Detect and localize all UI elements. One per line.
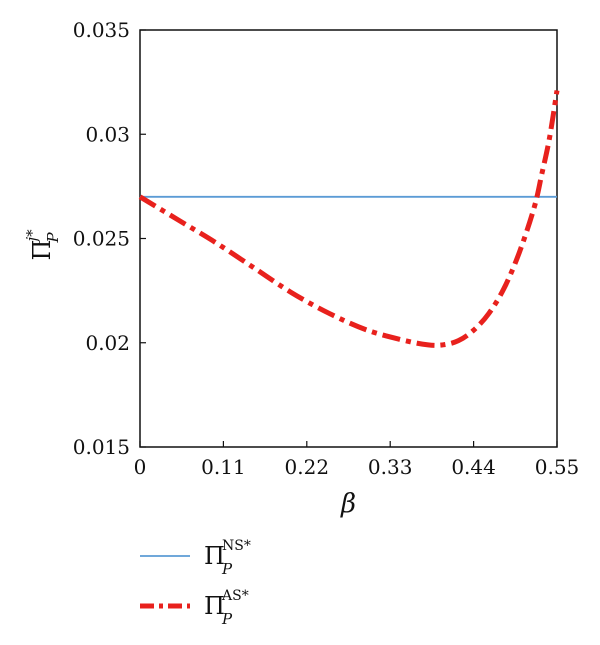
legend-item-ns: Π P NS*: [140, 538, 251, 578]
legend-label-ns-sup: NS*: [222, 538, 251, 554]
y-axis-ticks: 0.015 0.02 0.025 0.03 0.035: [73, 18, 146, 459]
legend-label-ns-sub: P: [221, 560, 233, 578]
x-tick-label: 0.55: [535, 455, 580, 479]
legend: Π P NS* Π P AS*: [140, 538, 251, 628]
y-tick-label: 0.03: [85, 122, 130, 146]
legend-label-as-symbol: Π: [204, 592, 225, 620]
y-tick-label: 0.025: [73, 227, 130, 251]
svg-text:j*: j*: [23, 229, 41, 245]
x-axis-ticks: 0 0.11 0.22 0.33 0.44 0.55: [134, 441, 580, 479]
x-tick-label: 0: [134, 455, 147, 479]
legend-label-as-sub: P: [221, 610, 233, 628]
y-axis-label: Π P j*: [23, 229, 62, 261]
x-axis-label: β: [340, 489, 356, 519]
x-tick-label: 0.11: [201, 455, 246, 479]
series-layer: [138, 90, 560, 348]
legend-label-as-sup: AS*: [221, 588, 249, 604]
svg-text:Π: Π: [28, 240, 56, 261]
legend-item-as: Π P AS*: [140, 588, 249, 628]
series-line-as: [138, 90, 560, 348]
x-tick-label: 0.22: [285, 455, 330, 479]
legend-label-ns-symbol: Π: [204, 542, 225, 570]
x-tick-label: 0.44: [451, 455, 496, 479]
svg-text:P: P: [44, 232, 62, 244]
y-tick-label: 0.015: [73, 435, 130, 459]
plot-frame: [139, 29, 558, 448]
y-tick-label: 0.02: [85, 331, 130, 355]
x-tick-label: 0.33: [368, 455, 413, 479]
y-tick-label: 0.035: [73, 18, 130, 42]
